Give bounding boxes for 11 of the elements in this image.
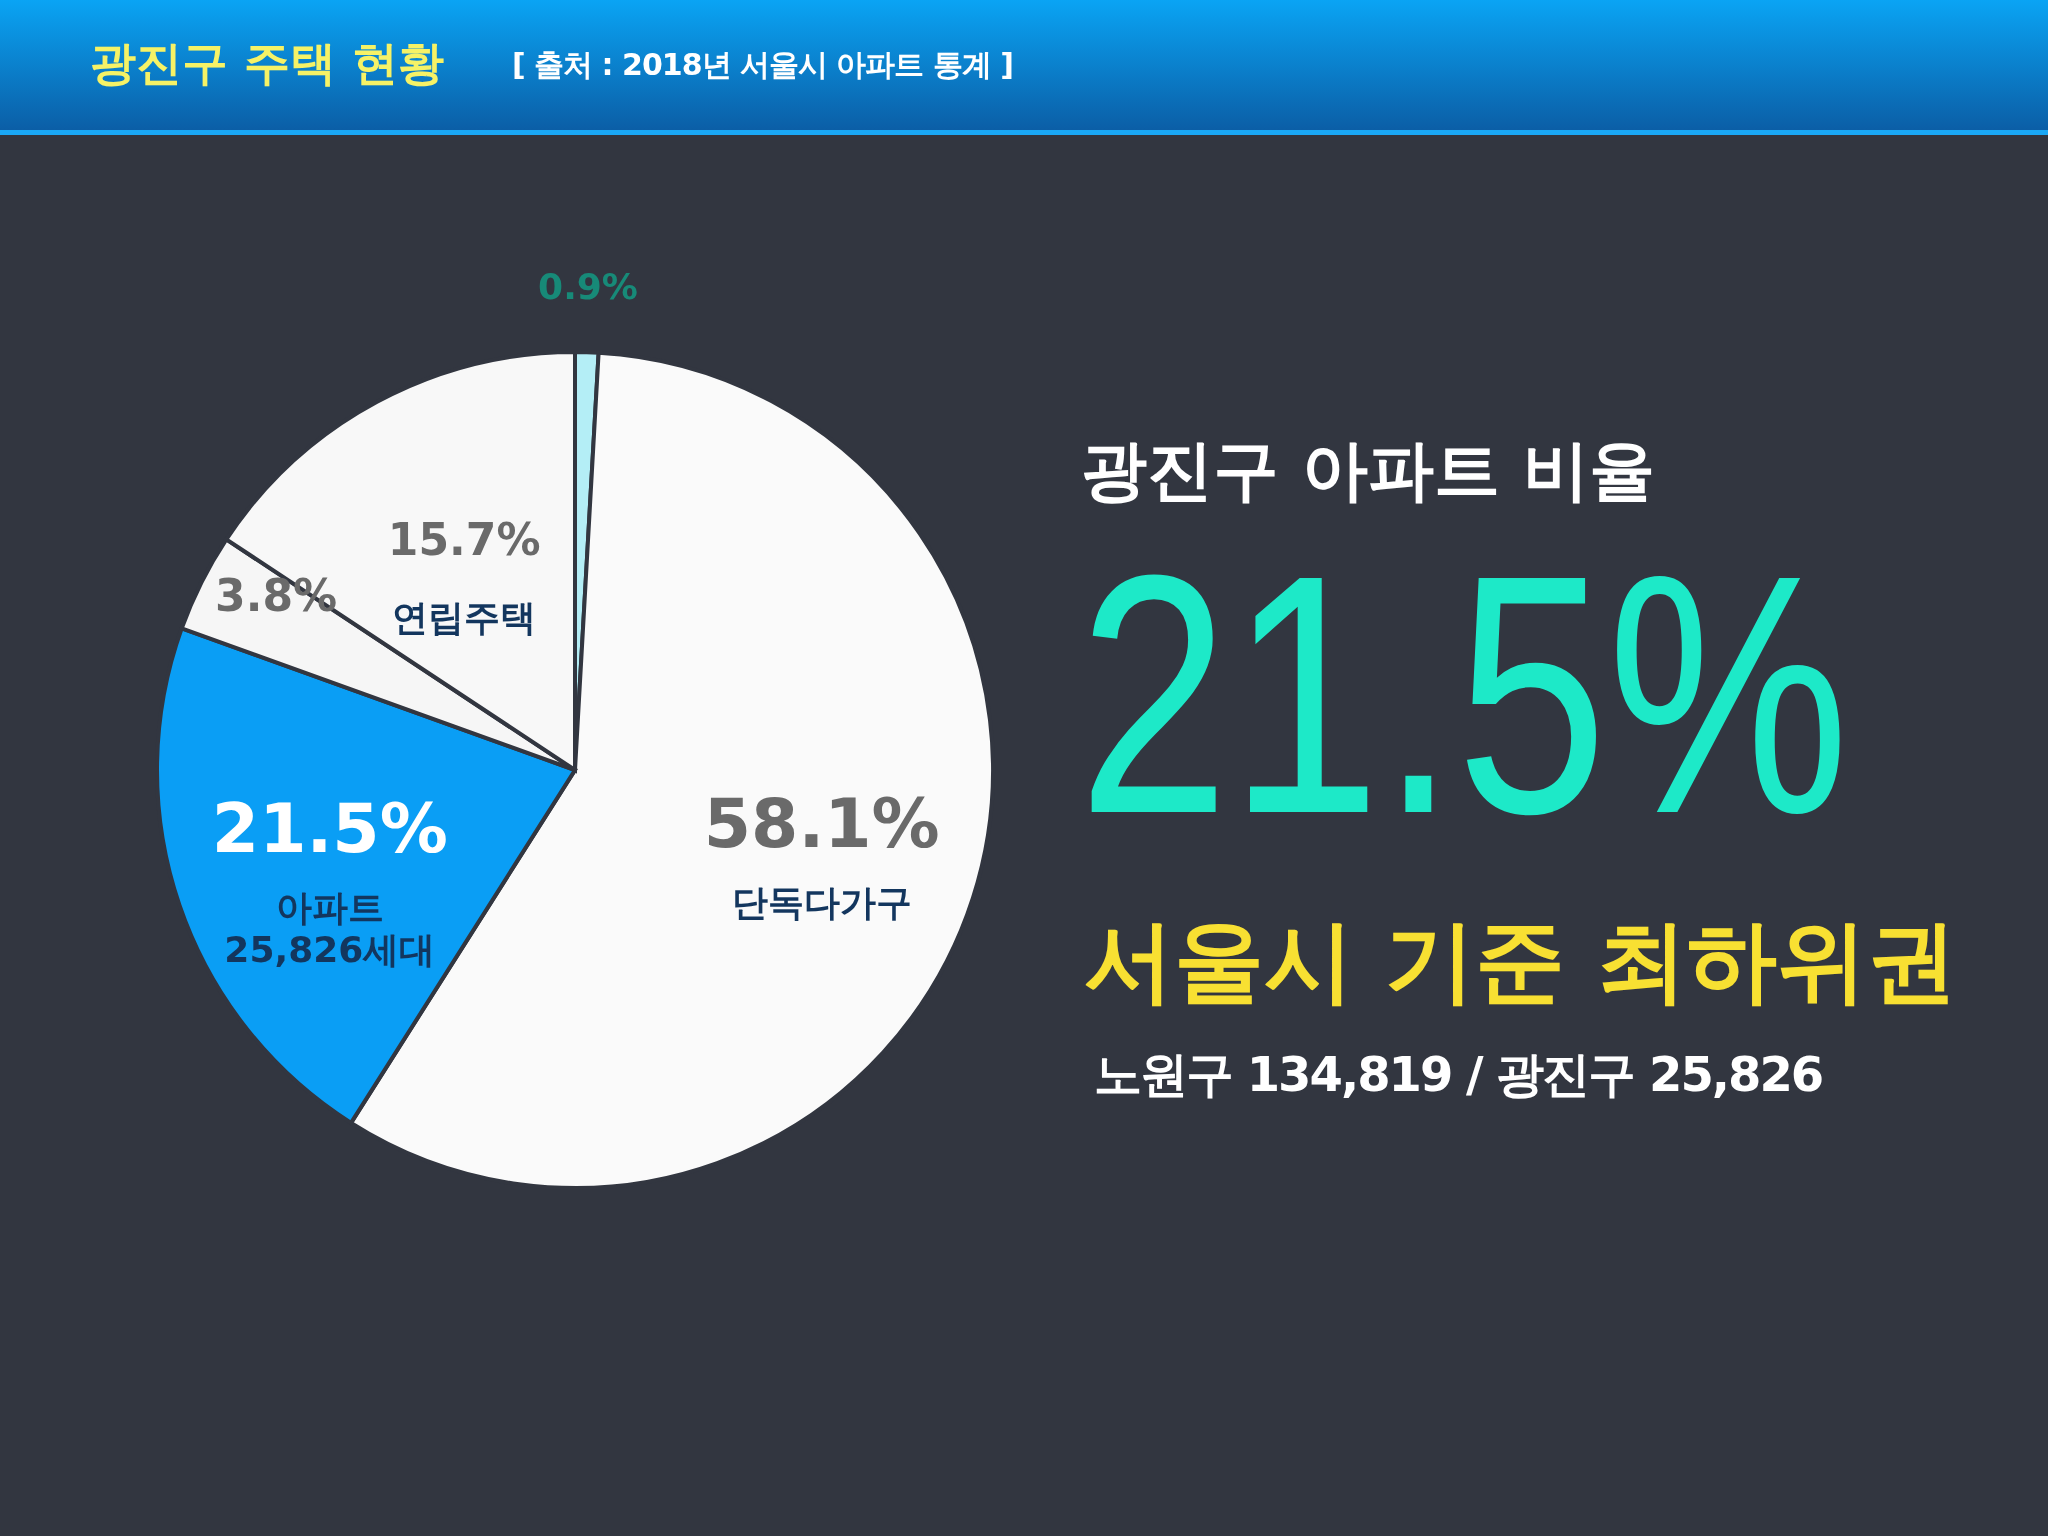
chart-title: 광진구 주택 현황 <box>90 36 445 90</box>
data-label: 58.1% <box>703 784 940 864</box>
chart-subtitle: [ 출처 : 2018년 서울시 아파트 통계 ] <box>512 47 1014 82</box>
data-label: 15.7% <box>387 513 541 565</box>
data-label: 21.5% <box>211 788 448 868</box>
text: 노원구 134,819 / 광진구 25,826 <box>1094 1046 1823 1102</box>
slice-label: 단독다가구 <box>731 882 912 924</box>
slice-label: 연립주택 <box>392 596 537 638</box>
slice-label: 아파트 25,826세대 <box>224 886 436 970</box>
data-label: 0.9% <box>538 266 638 308</box>
text: 서울시 기준 최하위권 <box>1084 908 1957 1013</box>
